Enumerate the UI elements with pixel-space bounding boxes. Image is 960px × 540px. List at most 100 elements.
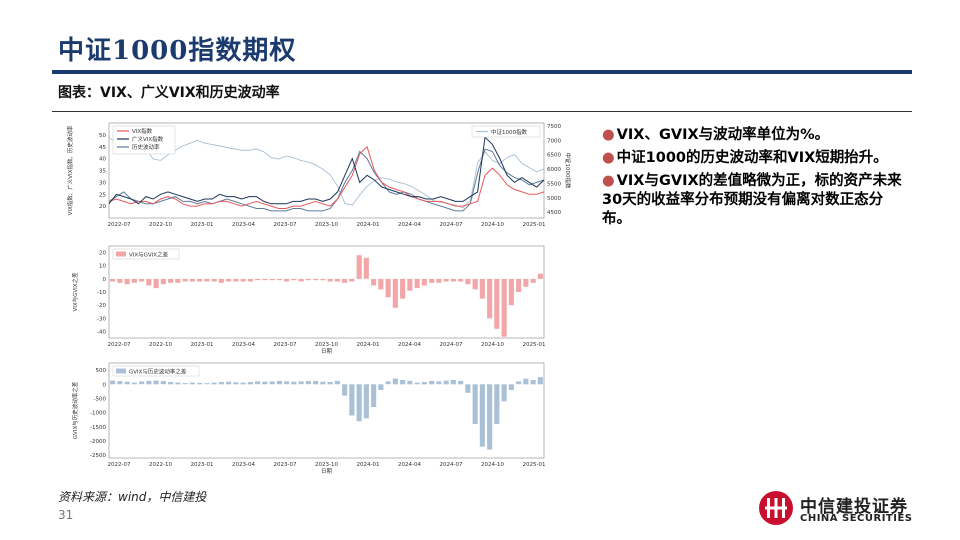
bar: [117, 278, 123, 283]
y-right-tick-label: 4500: [547, 210, 561, 216]
x-tick-label: 2024-07: [440, 222, 463, 228]
bar: [189, 278, 195, 282]
bar: [240, 278, 246, 282]
bar: [414, 278, 420, 289]
y-right-tick-label: 7500: [547, 124, 561, 130]
y-axis-label: VIX与GVIX之差: [71, 272, 79, 312]
x-tick-label: 2023-04: [232, 462, 255, 468]
bar: [356, 255, 362, 279]
x-tick-label: 2024-01: [357, 462, 380, 468]
x-tick-label: 2024-07: [440, 462, 463, 468]
bullet-item: ● VIX、GVIX与波动率单位为%。: [602, 126, 912, 145]
bar: [124, 278, 130, 285]
bar: [342, 278, 348, 283]
x-tick-label: 2023-10: [315, 342, 338, 348]
x-tick-label: 2024-10: [481, 462, 504, 468]
bar: [465, 278, 471, 285]
bar: [131, 382, 137, 385]
y-left-tick-label: 30: [99, 180, 106, 186]
x-tick-label: 2024-01: [357, 342, 380, 348]
bar: [501, 278, 507, 337]
bar: [479, 384, 485, 447]
bar: [117, 381, 123, 385]
bar: [168, 382, 174, 385]
x-tick-label: 2023-01: [191, 222, 214, 228]
bar: [436, 381, 442, 385]
bar: [407, 278, 413, 291]
bar: [371, 278, 377, 286]
x-tick-label: 2023-07: [274, 462, 297, 468]
y-left-tick-label: 45: [99, 145, 106, 151]
bar: [400, 278, 406, 299]
bar: [269, 278, 275, 281]
bullet-text: 中证1000的历史波动率和VIX短期抬升。: [616, 150, 888, 166]
bar: [255, 278, 261, 281]
bar: [349, 384, 355, 416]
y-tick-label: -40: [97, 329, 106, 335]
bar: [494, 384, 500, 424]
y-tick-label: 500: [96, 368, 107, 374]
bar: [530, 380, 536, 385]
x-tick-label: 2024-07: [440, 342, 463, 348]
legend-label-gvix: 广义VIX指数: [132, 135, 164, 143]
bar: [443, 380, 449, 385]
bar: [400, 380, 406, 385]
bar: [334, 380, 340, 385]
bar: [146, 380, 152, 385]
line-chart-panel: 20 25 30 35 40 45 50 4500 5000 5500 6000 6500 7000 75…: [66, 122, 572, 228]
y-axis-label: GVIX与历史波动率之差: [71, 381, 79, 439]
y-left-tick-label: 25: [99, 192, 106, 198]
bar: [537, 273, 543, 279]
bar: [160, 278, 166, 285]
bar: [276, 278, 282, 281]
x-tick-label: 2024-04: [398, 342, 421, 348]
bar: [313, 278, 319, 281]
bar: [189, 382, 195, 385]
bar: [139, 381, 145, 385]
bar: [414, 382, 420, 385]
bar: [385, 381, 391, 385]
bar: [479, 278, 485, 299]
bar: [291, 278, 297, 281]
logo-en: CHINA SECURITIES: [800, 513, 913, 524]
bar: [175, 278, 181, 283]
bar: [255, 381, 261, 385]
bar: [487, 278, 493, 319]
y-tick-label: -30: [97, 316, 106, 322]
x-axis-label: 日期: [321, 468, 333, 475]
bar: [233, 382, 239, 385]
legend-label: GVIX与历史波动率之差: [129, 368, 187, 376]
y-tick-label: -10: [97, 290, 106, 296]
bar: [356, 384, 362, 422]
bar: [110, 278, 116, 282]
bar: [320, 278, 326, 281]
bar: [508, 384, 514, 390]
bar: [523, 278, 529, 287]
bar: [501, 384, 507, 402]
plot-frame: [108, 362, 545, 459]
bar: [262, 381, 268, 385]
legend-right-box: [471, 125, 541, 138]
company-logo: 中信建投证券 CHINA SECURITIES: [758, 490, 918, 530]
x-tick-label: 2024-10: [481, 342, 504, 348]
y-left-tick-label: 50: [99, 133, 106, 139]
bar: [327, 278, 333, 282]
bar: [204, 278, 210, 282]
bar: [298, 278, 304, 282]
y-right-tick-label: 5000: [547, 196, 561, 202]
bullet-text: VIX与GVIX的差值略微为正，标的资产未来30天的收益率分布预期没有偏离对数正…: [602, 173, 902, 227]
legend-label-vix: VIX指数: [132, 127, 153, 135]
x-tick-label: 2024-10: [481, 222, 504, 228]
y-tick-label: -2500: [90, 453, 106, 459]
bar: [363, 384, 369, 419]
bar: [276, 380, 282, 385]
bar: [313, 380, 319, 385]
bar: [385, 278, 391, 298]
bar: [363, 257, 369, 279]
x-tick-label: 2023-04: [232, 342, 255, 348]
x-tick-label: 2022-10: [149, 222, 172, 228]
bar: [327, 382, 333, 385]
bullet-item: ● VIX与GVIX的差值略微为正，标的资产未来30天的收益率分布预期没有偏离对数…: [602, 172, 912, 229]
bar: [240, 382, 246, 385]
bar: [472, 278, 478, 290]
